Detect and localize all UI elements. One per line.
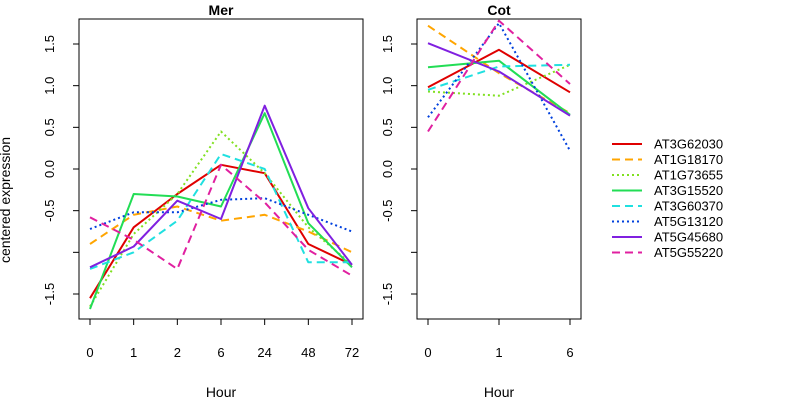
- cot-y-tick-label: 0.5: [380, 118, 395, 136]
- mer-x-tick-label: 24: [257, 345, 271, 360]
- mer-y-tick-label: -0.5: [42, 199, 57, 221]
- mer-series-line-at5g13120: [89, 197, 353, 233]
- legend-label-at5g13120: AT5G13120: [654, 214, 723, 229]
- legend-label-at5g55220: AT5G55220: [654, 245, 723, 260]
- mer-y-tick-label: 0.5: [42, 118, 57, 136]
- cot-x-axis-label: Hour: [484, 384, 515, 400]
- cot-x-tick-label: 6: [566, 345, 573, 360]
- cot-series-line-at5g45680: [427, 42, 571, 117]
- mer-y-tick-label: 1.5: [42, 35, 57, 53]
- legend-label-at3g15520: AT3G15520: [654, 183, 723, 198]
- mer-panel-title: Mer: [209, 2, 234, 18]
- cot-series-line-at3g15520: [427, 59, 571, 116]
- legend-label-at3g62030: AT3G62030: [654, 137, 723, 152]
- mer-x-tick-label: 0: [86, 345, 93, 360]
- cot-y-tick-label: -0.5: [380, 199, 395, 221]
- mer-series-line-at1g18170: [89, 205, 353, 254]
- mer-y-tick-label: 1.0: [42, 77, 57, 95]
- cot-y-tick-label: 0.0: [380, 160, 395, 178]
- cot-series-line-at5g55220: [427, 19, 571, 133]
- cot-y-tick-label: -1.5: [380, 283, 395, 305]
- cot-panel-title: Cot: [487, 2, 511, 18]
- cot-x-tick-label: 0: [424, 345, 431, 360]
- mer-x-tick-label: 6: [217, 345, 224, 360]
- legend-label-at1g73655: AT1G73655: [654, 168, 723, 183]
- mer-series-line-at5g45680: [89, 104, 353, 269]
- mer-series-line-at3g15520: [89, 112, 353, 310]
- mer-x-tick-label: 2: [174, 345, 181, 360]
- mer-y-tick-label: 0.0: [42, 160, 57, 178]
- mer-panel-frame: [78, 18, 364, 320]
- mer-x-tick-label: 1: [130, 345, 137, 360]
- mer-series-line-at5g55220: [89, 163, 353, 277]
- mer-y-tick-label: -1.5: [42, 283, 57, 305]
- cot-series-line-at5g13120: [427, 22, 571, 152]
- cot-series-line-at1g18170: [427, 24, 571, 115]
- mer-x-tick-label: 72: [345, 345, 359, 360]
- cot-y-tick-label: 1.5: [380, 35, 395, 53]
- y-axis-label: centered expression: [0, 137, 13, 263]
- legend-label-at3g60370: AT3G60370: [654, 199, 723, 214]
- mer-series-line-at3g60370: [89, 153, 352, 270]
- cot-x-tick-label: 1: [495, 345, 502, 360]
- mer-x-tick-label: 48: [301, 345, 315, 360]
- cot-series-line-at3g60370: [427, 63, 571, 91]
- legend-label-at1g18170: AT1G18170: [654, 152, 723, 167]
- mer-series-line-at1g73655: [89, 130, 353, 308]
- cot-y-tick-label: 1.0: [380, 77, 395, 95]
- mer-x-axis-label: Hour: [206, 384, 237, 400]
- legend-label-at5g45680: AT5G45680: [654, 230, 723, 245]
- cot-series-line-at3g62030: [427, 48, 571, 94]
- cot-panel-frame: [416, 18, 582, 320]
- cot-series-line-at1g73655: [427, 63, 571, 97]
